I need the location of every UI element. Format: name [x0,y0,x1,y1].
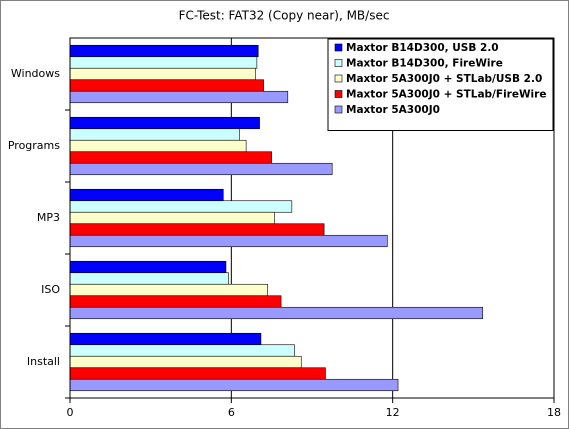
bar [69,151,272,164]
chart-title: FC-Test: FAT32 (Copy near), MB/sec [179,9,390,23]
bar [69,223,325,236]
bar [69,188,224,202]
bar [69,378,399,392]
bar [69,272,229,285]
legend-label: Maxtor 5A300J0 [346,104,440,116]
y-tick-label: Install [27,355,60,368]
x-tick-label: 18 [547,406,561,419]
x-tick-label: 6 [228,406,235,419]
legend-label: Maxtor B14D300, USB 2.0 [346,42,499,54]
bar [69,200,293,213]
bar [69,211,275,225]
bar [69,139,247,153]
bar [69,116,260,130]
legend-box [327,38,554,131]
bar [69,367,326,380]
legend-swatch [334,74,343,83]
legend-label: Maxtor B14D300, FireWire [346,58,503,70]
bar [69,283,268,297]
bar [69,306,484,320]
legend-swatch [334,90,343,98]
bar [69,162,333,176]
legend-swatch [334,105,343,114]
bar [69,79,264,92]
bar [69,355,302,369]
bar [69,344,295,357]
y-tick-label: ISO [41,283,60,296]
y-tick-label: Windows [11,67,60,80]
bar [69,56,258,69]
bar [69,44,259,58]
x-tick-label: 0 [67,406,74,419]
legend-swatch [334,59,343,67]
legend-label: Maxtor 5A300J0 + STLab/USB 2.0 [346,73,542,85]
bar [69,128,240,141]
bar [69,332,262,346]
bar [69,295,282,308]
bar [69,67,256,81]
y-tick-label: MP3 [37,211,60,224]
legend-swatch [334,43,343,52]
bar [69,234,388,248]
bar [69,90,289,104]
y-tick-label: Programs [8,139,60,152]
legend-label: Maxtor 5A300J0 + STLab/FireWire [346,89,546,101]
x-tick-label: 12 [386,406,400,419]
plot-border [69,37,555,399]
bar [69,260,227,274]
